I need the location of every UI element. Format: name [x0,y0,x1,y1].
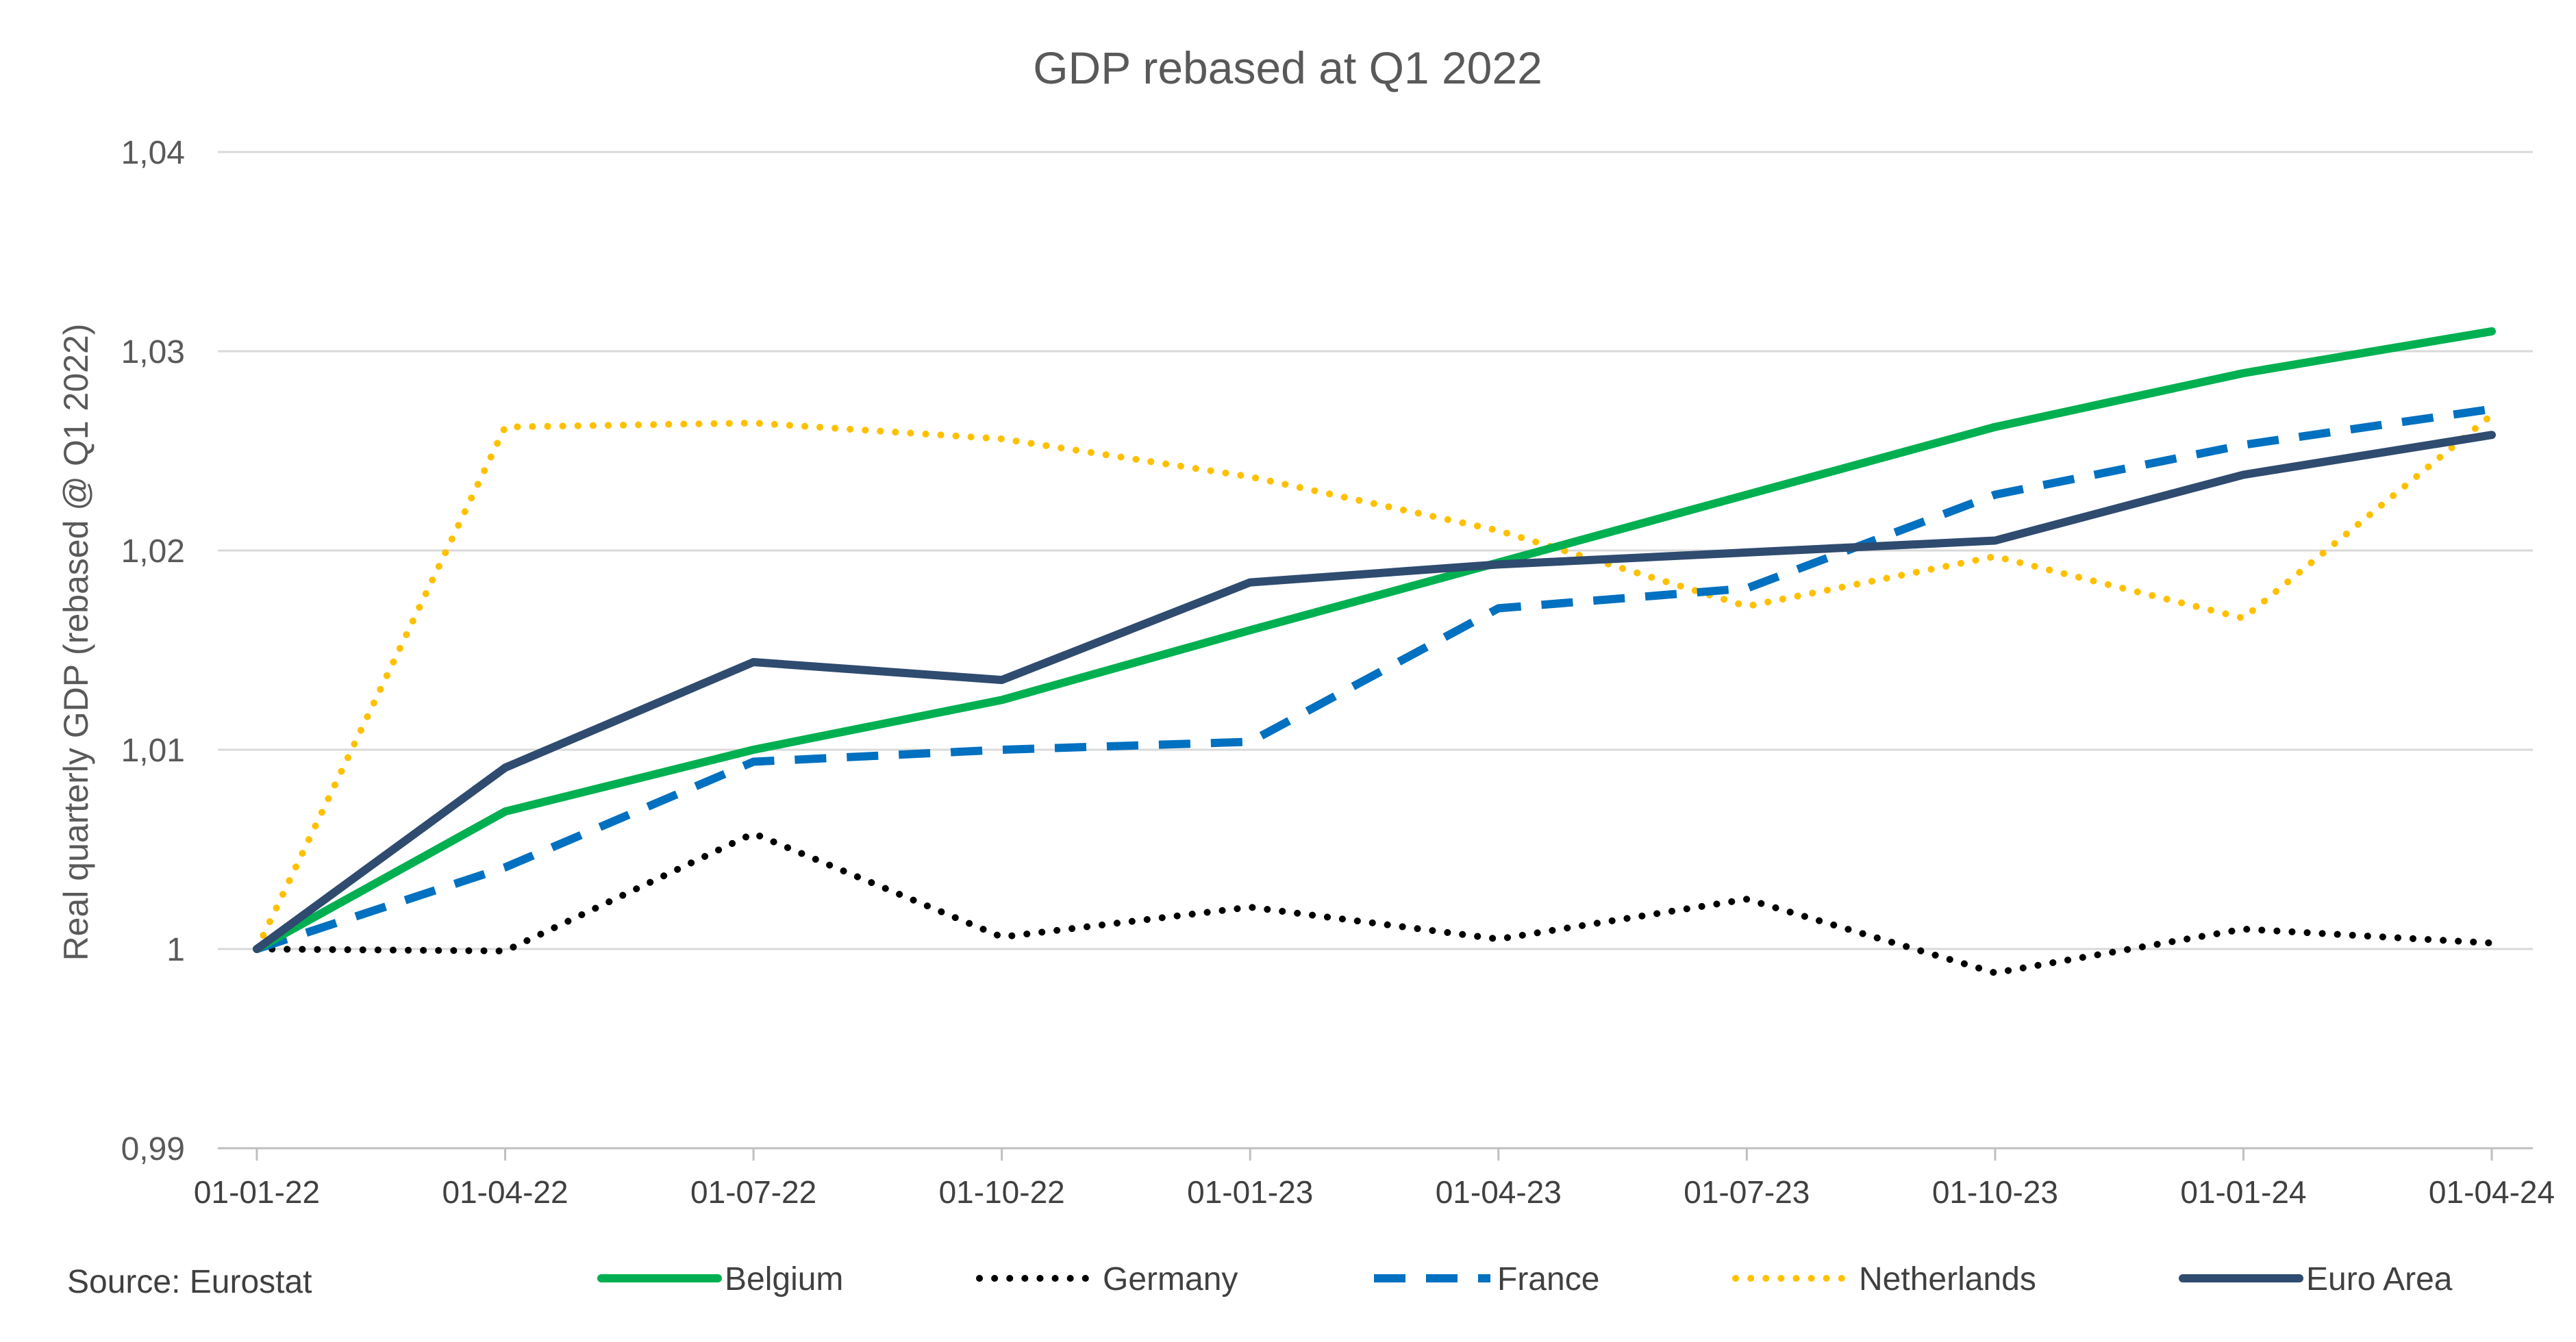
y-tick-label: 1 [166,932,185,968]
legend-label: France [1497,1261,1599,1297]
legend-label: Germany [1103,1261,1238,1297]
legend-item-france: France [1374,1261,1599,1297]
legend-label: Belgium [725,1261,843,1297]
x-axis [218,1147,2533,1161]
legend-item-germany: Germany [976,1261,1238,1297]
x-tick-label: 01-04-24 [2429,1174,2555,1210]
x-tick-label: 01-01-22 [194,1174,320,1210]
chart-title: GDP rebased at Q1 2022 [1033,42,1542,93]
legend-label: Euro Area [2306,1261,2453,1297]
y-tick-label: 1,04 [121,135,185,171]
x-tick-label: 01-04-22 [442,1174,568,1210]
gridlines [218,151,2533,950]
legend-label: Netherlands [1859,1261,2036,1297]
series-line-germany [253,830,2495,976]
x-tick-label: 01-01-23 [1187,1174,1313,1210]
legend: Belgium Germany France Netherlands Euro Area [597,1261,2453,1297]
y-axis-ticks: 0,99 1 1,01 1,02 1,03 1,04 [121,135,185,1167]
series-line-netherlands [253,412,2495,952]
x-tick-label: 01-04-23 [1436,1174,1562,1210]
series-line-euro-area [253,431,2496,953]
y-tick-label: 1,01 [121,733,185,769]
y-tick-label: 1,02 [121,533,185,570]
legend-item-euro-area: Euro Area [2179,1261,2453,1297]
series-line-france [255,405,2492,953]
x-tick-label: 01-10-23 [1932,1174,2058,1210]
x-axis-ticks: 01-01-22 01-04-22 01-07-22 01-10-22 01-01-23… [194,1174,2555,1210]
y-tick-label: 1,03 [121,334,185,370]
source-note: Source: Eurostat [67,1264,312,1300]
legend-item-netherlands: Netherlands [1732,1261,2036,1297]
x-tick-label: 01-01-24 [2180,1174,2306,1210]
x-tick-label: 01-10-22 [939,1174,1065,1210]
series-line-belgium [253,327,2496,953]
series-lines [253,327,2496,976]
x-tick-label: 01-07-23 [1684,1174,1810,1210]
y-tick-label: 0,99 [121,1131,185,1167]
y-axis-label: Real quarterly GDP (rebased @ Q1 2022) [57,324,95,961]
legend-item-belgium: Belgium [597,1261,843,1297]
x-tick-label: 01-07-22 [690,1174,816,1210]
